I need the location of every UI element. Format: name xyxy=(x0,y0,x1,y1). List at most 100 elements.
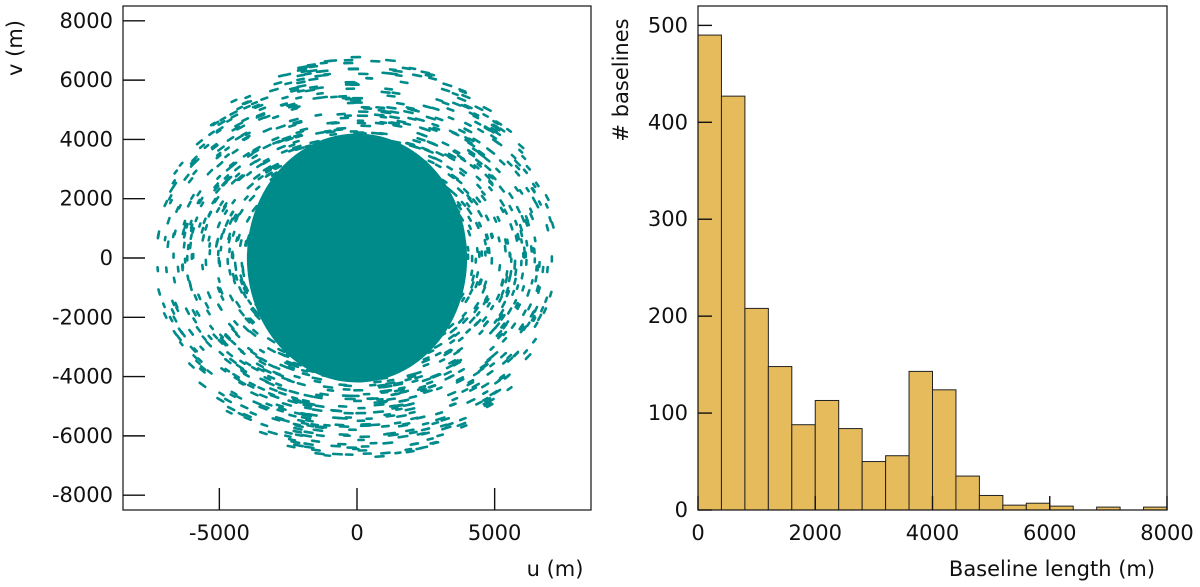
uv-point xyxy=(248,317,256,324)
uv-point xyxy=(459,282,464,290)
uv-point xyxy=(310,448,321,452)
uv-point xyxy=(492,119,500,126)
uv-point xyxy=(513,351,520,358)
uv-point xyxy=(506,386,513,392)
histogram-bar xyxy=(955,475,980,511)
uv-point xyxy=(435,411,444,416)
uv-point xyxy=(231,272,236,281)
uv-point xyxy=(217,277,221,284)
uv-point xyxy=(239,359,246,366)
uv-point xyxy=(221,204,228,213)
uv-point xyxy=(396,414,407,419)
uv-point xyxy=(395,407,403,412)
uv-point xyxy=(403,109,414,115)
uv-point xyxy=(262,165,272,172)
uv-point xyxy=(291,328,299,334)
uv-point xyxy=(218,287,224,295)
uv-point xyxy=(185,222,189,229)
uv-point xyxy=(527,303,532,311)
uv-point xyxy=(411,379,419,384)
uv-point xyxy=(431,106,440,112)
uv-point xyxy=(216,160,224,168)
uv-point xyxy=(301,433,313,438)
uv-point xyxy=(293,338,304,344)
uv-point xyxy=(233,320,239,326)
uv-point xyxy=(294,424,304,429)
uv-point xyxy=(269,87,279,93)
uv-point xyxy=(380,424,390,428)
uv-point xyxy=(285,162,295,168)
uv-point xyxy=(282,320,291,327)
uv-point xyxy=(477,367,485,373)
uv-point xyxy=(503,374,510,380)
uv-point xyxy=(263,375,272,382)
uv-point xyxy=(364,138,376,142)
uv-point xyxy=(234,165,242,172)
uv-point xyxy=(247,346,253,352)
uv-point xyxy=(424,73,433,78)
uv-point xyxy=(414,375,424,380)
uv-point xyxy=(530,314,536,322)
uv-point xyxy=(424,331,433,338)
histogram-bar xyxy=(838,428,863,511)
uv-point xyxy=(330,444,342,448)
uv-point xyxy=(225,409,233,415)
uv-point xyxy=(392,163,400,168)
uv-point xyxy=(283,182,293,189)
uv-point xyxy=(502,330,508,337)
uv-point xyxy=(215,237,220,246)
uv-point xyxy=(459,424,468,429)
uv-point xyxy=(191,155,198,163)
uv-point xyxy=(292,361,303,367)
uv-point xyxy=(420,146,430,152)
uv-point xyxy=(516,303,522,311)
uv-point xyxy=(219,200,225,207)
uv-point xyxy=(435,386,443,391)
uv-y-tick-label: 4000 xyxy=(60,127,113,151)
histogram-y-axis-label: # baselines xyxy=(609,18,633,141)
uv-x-ticks: -5000 0 5000 xyxy=(189,488,521,545)
uv-point xyxy=(426,172,435,179)
uv-point xyxy=(496,215,501,222)
uv-point xyxy=(229,210,235,217)
uv-point xyxy=(447,173,455,180)
uv-point xyxy=(391,406,399,410)
uv-point xyxy=(451,396,459,402)
uv-point xyxy=(310,439,321,443)
uv-point xyxy=(438,331,447,338)
uv-point xyxy=(416,386,426,392)
uv-point xyxy=(440,196,448,204)
uv-point xyxy=(306,424,315,428)
uv-point xyxy=(473,301,480,310)
uv-point xyxy=(510,153,517,160)
uv-point xyxy=(456,204,463,211)
uv-point xyxy=(314,451,325,456)
uv-point xyxy=(184,307,191,316)
uv-point xyxy=(252,219,258,226)
uv-point xyxy=(210,142,218,149)
uv-point xyxy=(427,349,435,354)
uv-point xyxy=(458,171,466,177)
uv-point xyxy=(471,382,481,389)
uv-point xyxy=(380,376,389,380)
uv-point xyxy=(271,171,278,177)
uv-point xyxy=(484,164,492,172)
uv-point xyxy=(216,396,225,403)
uv-point xyxy=(320,350,329,354)
uv-point xyxy=(298,150,307,155)
uv-point xyxy=(405,428,415,433)
uv-point xyxy=(467,197,474,204)
uv-point xyxy=(269,393,280,400)
uv-point xyxy=(455,377,465,384)
histogram-x-ticks: 0 2000 4000 6000 8000 xyxy=(691,496,1194,545)
uv-point xyxy=(250,307,256,314)
uv-point xyxy=(490,232,495,239)
uv-point xyxy=(296,89,305,93)
uv-point xyxy=(411,370,422,376)
uv-point xyxy=(205,340,213,348)
uv-point xyxy=(277,324,284,330)
uv-point xyxy=(542,307,548,315)
uv-point xyxy=(444,153,453,159)
uv-point xyxy=(416,136,426,142)
uv-point xyxy=(392,123,403,128)
